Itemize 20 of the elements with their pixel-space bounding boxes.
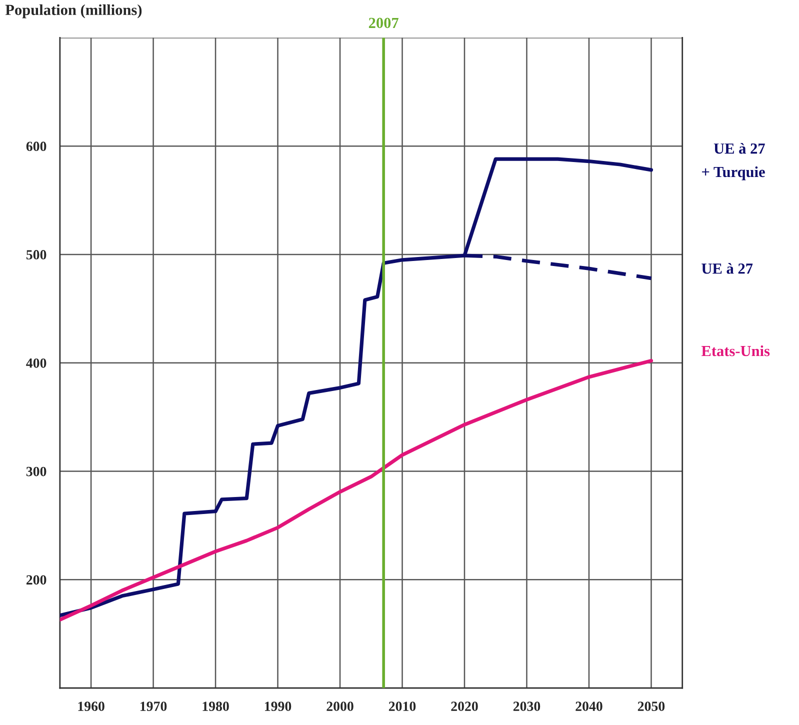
ref-line-label: 2007 — [368, 18, 398, 28]
x-tick-label: 2050 — [638, 702, 665, 711]
x-tick-label: 1960 — [78, 702, 104, 711]
x-tick-label: 2020 — [451, 702, 478, 711]
y-axis-title: Population (millions) — [5, 4, 142, 18]
text: Etats-Unis — [701, 345, 770, 356]
x-tick-label: 2000 — [326, 702, 354, 711]
x-tick-label: 2040 — [576, 702, 602, 711]
x-tick-label: 2010 — [388, 702, 416, 711]
text: UE à 27 + Turquie — [702, 142, 765, 180]
y-tick-label: 200 — [26, 575, 46, 585]
y-tick-label: 300 — [26, 466, 46, 476]
y-tick-label: 600 — [26, 142, 46, 152]
y-tick-label: 400 — [26, 358, 46, 368]
text: UE à 27 — [702, 263, 753, 274]
x-tick-label: 1990 — [264, 702, 292, 711]
x-tick-label: 2030 — [513, 702, 540, 711]
x-tick-label: 1970 — [140, 702, 167, 711]
x-tick-label: 1980 — [202, 702, 229, 711]
y-tick-label: 500 — [26, 250, 46, 260]
